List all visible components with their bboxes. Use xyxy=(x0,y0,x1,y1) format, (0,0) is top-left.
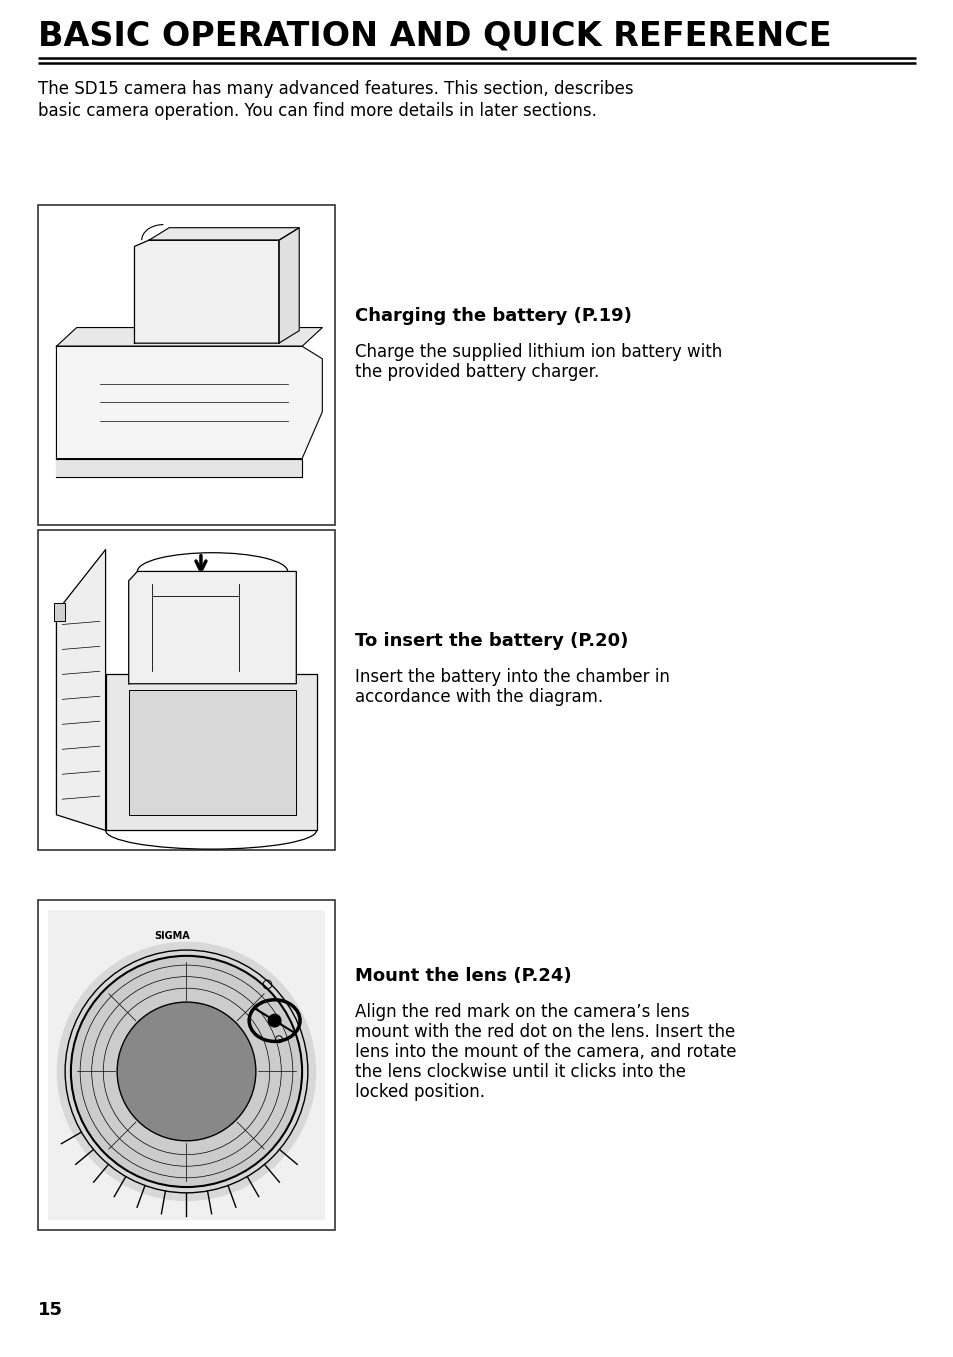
Polygon shape xyxy=(56,346,322,459)
Bar xyxy=(38,900,335,1229)
Circle shape xyxy=(268,1014,281,1027)
Bar xyxy=(38,531,335,849)
Bar xyxy=(48,911,325,1220)
Text: lens into the mount of the camera, and rotate: lens into the mount of the camera, and r… xyxy=(355,1044,736,1061)
Polygon shape xyxy=(56,550,106,830)
Text: BASIC OPERATION AND QUICK REFERENCE: BASIC OPERATION AND QUICK REFERENCE xyxy=(38,19,831,52)
Text: locked position.: locked position. xyxy=(355,1083,484,1101)
Circle shape xyxy=(65,950,308,1193)
Circle shape xyxy=(71,955,302,1187)
Polygon shape xyxy=(149,228,299,240)
Text: 15: 15 xyxy=(38,1301,63,1319)
Text: the provided battery charger.: the provided battery charger. xyxy=(355,364,598,381)
Text: To insert the battery (P.20): To insert the battery (P.20) xyxy=(355,632,628,650)
Polygon shape xyxy=(129,689,296,814)
Circle shape xyxy=(117,1001,255,1141)
Polygon shape xyxy=(106,674,316,830)
Text: accordance with the diagram.: accordance with the diagram. xyxy=(355,688,602,706)
Text: Insert the battery into the chamber in: Insert the battery into the chamber in xyxy=(355,668,669,687)
Polygon shape xyxy=(278,228,299,343)
Text: Charge the supplied lithium ion battery with: Charge the supplied lithium ion battery … xyxy=(355,343,721,361)
Polygon shape xyxy=(134,240,278,343)
Bar xyxy=(53,603,65,622)
Text: mount with the red dot on the lens. Insert the: mount with the red dot on the lens. Inse… xyxy=(355,1023,735,1041)
Polygon shape xyxy=(143,331,238,337)
Text: SIGMA: SIGMA xyxy=(154,931,190,942)
Text: Mount the lens (P.24): Mount the lens (P.24) xyxy=(355,968,571,985)
Polygon shape xyxy=(56,459,302,478)
Text: basic camera operation. You can find more details in later sections.: basic camera operation. You can find mor… xyxy=(38,102,597,119)
Text: Align the red mark on the camera’s lens: Align the red mark on the camera’s lens xyxy=(355,1003,689,1020)
Polygon shape xyxy=(129,571,296,684)
Text: the lens clockwise until it clicks into the: the lens clockwise until it clicks into … xyxy=(355,1063,685,1082)
Text: Charging the battery (P.19): Charging the battery (P.19) xyxy=(355,307,631,324)
Text: The SD15 camera has many advanced features. This section, describes: The SD15 camera has many advanced featur… xyxy=(38,80,633,98)
Polygon shape xyxy=(56,327,322,346)
Bar xyxy=(38,205,335,525)
